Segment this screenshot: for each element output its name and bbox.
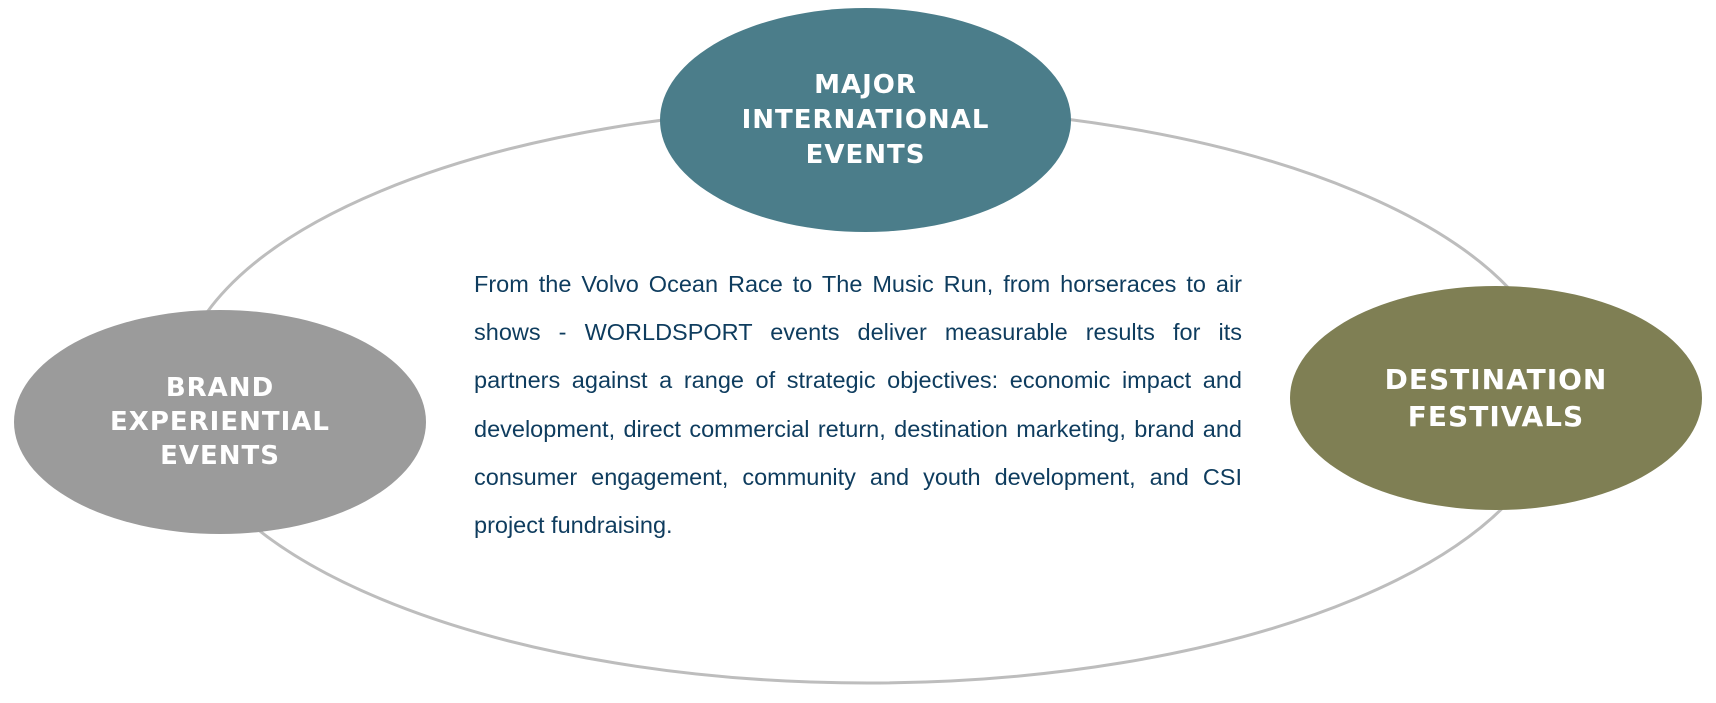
center-description: From the Volvo Ocean Race to The Music R… bbox=[474, 271, 1242, 539]
node-major-international-events-label: MAJOR INTERNATIONAL EVENTS bbox=[741, 69, 990, 170]
node-brand-experiential-events: BRAND EXPERIENTIAL EVENTS bbox=[14, 310, 426, 534]
node-major-international-events: MAJOR INTERNATIONAL EVENTS bbox=[660, 8, 1071, 232]
node-destination-festivals-label: DESTINATION FESTIVALS bbox=[1384, 363, 1608, 433]
node-destination-festivals: DESTINATION FESTIVALS bbox=[1290, 286, 1702, 510]
node-brand-experiential-events-label: BRAND EXPERIENTIAL EVENTS bbox=[110, 373, 330, 471]
